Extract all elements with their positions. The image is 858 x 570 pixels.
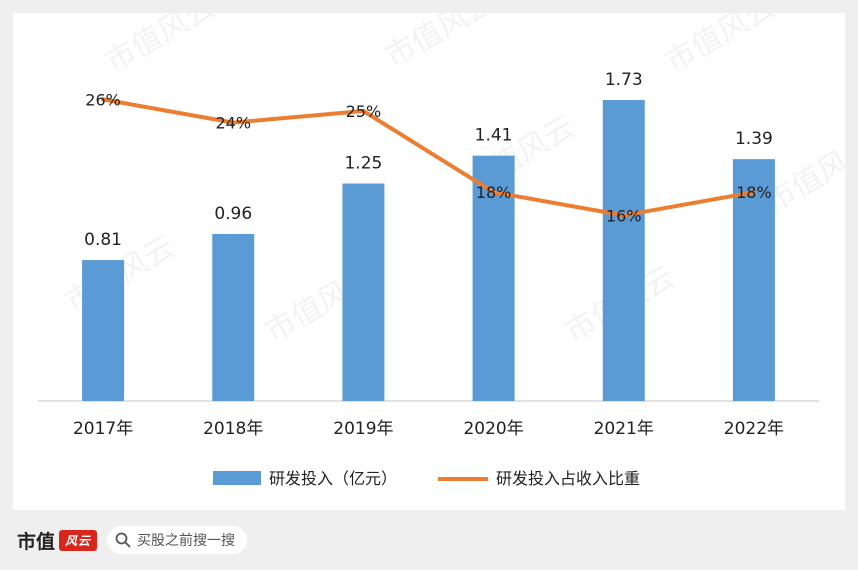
footer: 市值 风云 买股之前搜一搜: [13, 520, 248, 560]
bar-data-label: 0.96: [214, 204, 252, 224]
search-placeholder: 买股之前搜一搜: [137, 533, 236, 549]
bar-data-label: 1.39: [735, 129, 773, 149]
bar-data-label: 1.25: [344, 154, 382, 174]
line-data-label: 16%: [606, 206, 642, 225]
legend-bar-swatch: [213, 471, 261, 485]
line-point: [491, 190, 496, 195]
line-data-labels: 26% 24% 25% 18% 16% 18%: [85, 90, 771, 225]
brand-logo-badge: 风云: [59, 529, 98, 551]
search-icon: [115, 532, 131, 548]
x-tick-label: 2017年: [73, 419, 133, 439]
bar: [602, 99, 645, 401]
line-data-label: 25%: [346, 102, 382, 121]
line-data-label: 18%: [476, 183, 512, 202]
bar-data-label: 0.81: [84, 230, 122, 250]
x-tick-label: 2020年: [463, 419, 523, 439]
brand-logo-text: 市值: [17, 530, 56, 553]
line-data-label: 24%: [215, 114, 251, 133]
bar: [732, 159, 775, 401]
watermark-layer: 市值风云市值风云市值风云市值风云市值风云市值风云市值风云市值风云: [60, 13, 846, 350]
watermark-text: 市值风云: [660, 13, 781, 80]
line-point: [621, 213, 626, 218]
line-point: [101, 97, 106, 102]
line-point: [751, 190, 756, 195]
watermark-text: 市值风云: [100, 13, 221, 80]
legend-bar-label: 研发投入（亿元）: [269, 469, 397, 488]
chart: 市值风云市值风云市值风云市值风云市值风云市值风云市值风云市值风云 0.810.9…: [38, 13, 846, 488]
x-tick-label: 2018年: [203, 419, 263, 439]
watermark-text: 市值风云: [380, 13, 501, 75]
x-tick-label: 2019年: [333, 419, 393, 439]
bar-series: [82, 99, 775, 401]
line-data-label: 26%: [85, 90, 121, 109]
bar-data-label: 1.41: [475, 126, 513, 146]
line-point: [231, 120, 236, 125]
bar: [82, 260, 125, 401]
line-path: [101, 97, 756, 218]
legend-line-label: 研发投入占收入比重: [496, 469, 640, 488]
x-tick-labels: 2017年 2018年 2019年 2020年 2021年 2022年: [73, 419, 784, 439]
bar: [342, 183, 385, 401]
bar-data-labels: 0.81 0.96 1.25 1.41 1.73 1.39: [84, 70, 773, 250]
search-box[interactable]: 买股之前搜一搜: [107, 526, 248, 554]
chart-card: 市值风云市值风云市值风云市值风云市值风云市值风云市值风云市值风云 0.810.9…: [13, 13, 845, 510]
line-data-label: 18%: [736, 183, 772, 202]
bar: [212, 233, 255, 401]
line-series: [101, 97, 756, 218]
line-point: [361, 109, 366, 113]
legend: 研发投入（亿元） 研发投入占收入比重: [213, 469, 640, 488]
bar-data-label: 1.73: [605, 70, 643, 90]
x-tick-label: 2022年: [724, 419, 784, 439]
x-tick-label: 2021年: [594, 419, 654, 439]
